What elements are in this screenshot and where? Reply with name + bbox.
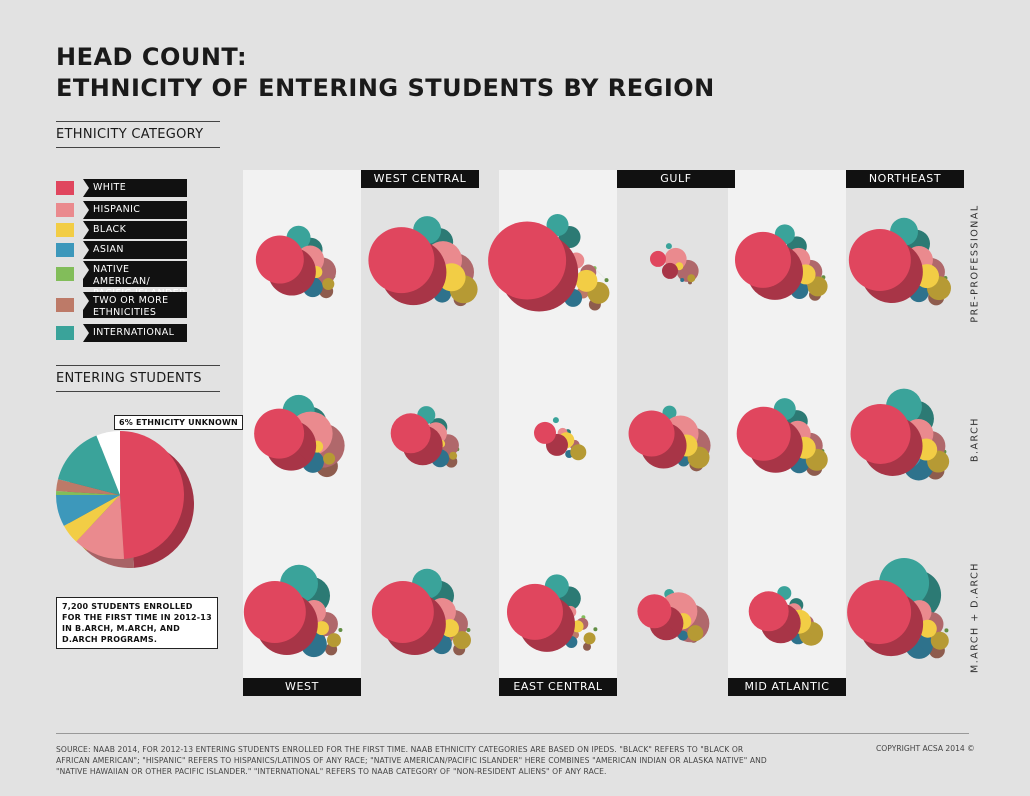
region-label-mid-atlantic: MID ATLANTIC xyxy=(728,678,846,696)
bubble-west-central-pre-professional-white xyxy=(368,227,447,306)
unknown-callout: 6% ETHNICITY UNKNOWN xyxy=(114,415,243,430)
pie-slice-white xyxy=(120,431,185,559)
region-label-east-central: EAST CENTRAL xyxy=(499,678,617,696)
legend-swatch xyxy=(56,223,74,237)
bubble-west-central-m-arch-d-arch-white xyxy=(371,581,446,656)
students-callout: 7,200 STUDENTS ENROLLED FOR THE FIRST TI… xyxy=(56,597,218,649)
pie-slice-ethnicity-unknown xyxy=(96,431,120,495)
region-label-gulf: GULF xyxy=(617,170,735,188)
pie-slice-two-or-more-ethnicities xyxy=(56,479,120,495)
bubble-west-b-arch-white xyxy=(254,408,317,471)
legend-label: TWO OR MORE ETHNICITIES xyxy=(83,292,187,318)
legend-swatch xyxy=(56,298,74,312)
region-label-west-central: WEST CENTRAL xyxy=(361,170,479,188)
bubble-gulf-b-arch-white xyxy=(628,410,687,469)
legend-swatch xyxy=(56,243,74,257)
region-label-west: WEST xyxy=(243,678,361,696)
bubble-west-central-b-arch-white xyxy=(390,413,443,466)
bubble-mid-atlantic-b-arch-white xyxy=(736,406,803,473)
pie-slice-native-american-pacific-islander xyxy=(56,490,120,495)
region-label-northeast: NORTHEAST xyxy=(846,170,964,188)
bubble-east-central-pre-professional-native-american-pacific-islander xyxy=(592,266,609,283)
bubble-gulf-m-arch-d-arch-white xyxy=(637,594,684,641)
bubble-west-pre-professional-white xyxy=(255,235,316,296)
legend-label: ASIAN xyxy=(83,241,187,259)
legend-swatch xyxy=(56,203,74,217)
bubble-east-central-pre-professional-white xyxy=(488,221,579,312)
legend-label: BLACK xyxy=(83,221,187,239)
bubble-east-central-pre-professional-black xyxy=(575,269,610,304)
pie-slice-hispanic xyxy=(76,495,125,559)
title-line-2: ETHNICITY OF ENTERING STUDENTS BY REGION xyxy=(56,74,715,102)
entering-students-heading: ENTERING STUDENTS xyxy=(56,365,220,392)
pie-slice-black xyxy=(63,495,120,542)
source-note: SOURCE: NAAB 2014, FOR 2012-13 ENTERING … xyxy=(56,745,767,776)
bubble-northeast-m-arch-d-arch-white xyxy=(847,580,924,657)
legend-label: HISPANIC xyxy=(83,201,187,219)
legend-swatch xyxy=(56,326,74,340)
bubble-west-m-arch-d-arch-black xyxy=(314,621,341,648)
title-line-1: HEAD COUNT: xyxy=(56,43,248,71)
pie-slice-asian xyxy=(56,495,120,526)
bubble-west-m-arch-d-arch-white xyxy=(243,581,318,656)
bubble-east-central-b-arch-white xyxy=(533,421,568,456)
legend-swatch xyxy=(56,267,74,281)
bubble-mid-atlantic-m-arch-d-arch-white xyxy=(748,591,801,644)
legend-heading: ETHNICITY CATEGORY xyxy=(56,121,220,148)
pie-slice-international xyxy=(58,435,120,495)
copyright: COPYRIGHT ACSA 2014 © xyxy=(876,744,975,753)
bubble-northeast-b-arch-white xyxy=(850,403,923,476)
footer-divider xyxy=(56,733,969,734)
legend-swatch xyxy=(56,181,74,195)
chart-title: HEAD COUNT: ETHNICITY OF ENTERING STUDEN… xyxy=(56,42,715,104)
bubble-east-central-m-arch-d-arch-white xyxy=(506,583,575,652)
entering-students-pie xyxy=(56,431,195,568)
bubble-northeast-pre-professional-white xyxy=(848,229,923,304)
bubble-gulf-pre-professional-white xyxy=(649,250,678,279)
bubble-northeast-m-arch-d-arch-black xyxy=(918,619,949,650)
legend-label: WHITE xyxy=(83,179,187,197)
bubble-mid-atlantic-pre-professional-white xyxy=(734,231,803,300)
legend-label: INTERNATIONAL xyxy=(83,324,187,342)
